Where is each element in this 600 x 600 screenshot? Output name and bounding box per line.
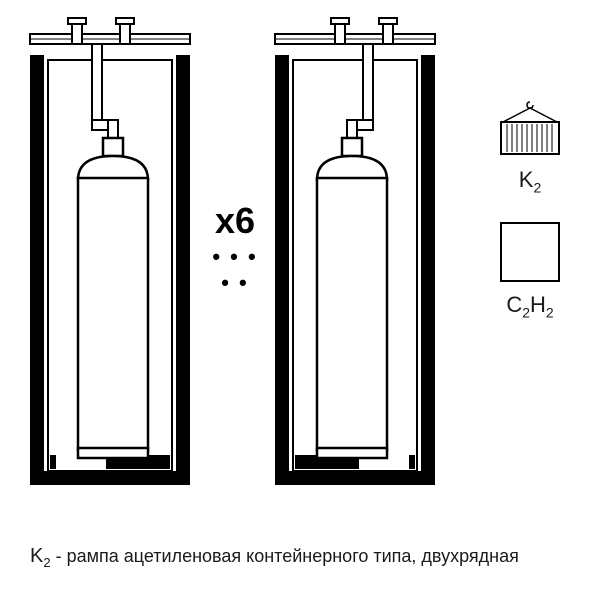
caption: K2 - рампа ацетиленовая контейнерного ти… (30, 545, 519, 570)
left-cylinder (78, 138, 148, 458)
count-label: x6 (205, 200, 265, 242)
container-icon (493, 100, 567, 158)
left-manifold (30, 18, 190, 140)
gas-box-icon (499, 221, 561, 283)
legend-container-label: K2 (480, 167, 580, 195)
legend-gas: C2H2 (480, 221, 580, 320)
right-manifold (275, 18, 435, 140)
right-cylinder (317, 138, 387, 458)
legend-gas-label: C2H2 (480, 292, 580, 320)
legend-container: K2 (480, 100, 580, 195)
legend: K2 C2H2 (480, 100, 580, 347)
continuation-dots: • • • • • (205, 244, 265, 296)
